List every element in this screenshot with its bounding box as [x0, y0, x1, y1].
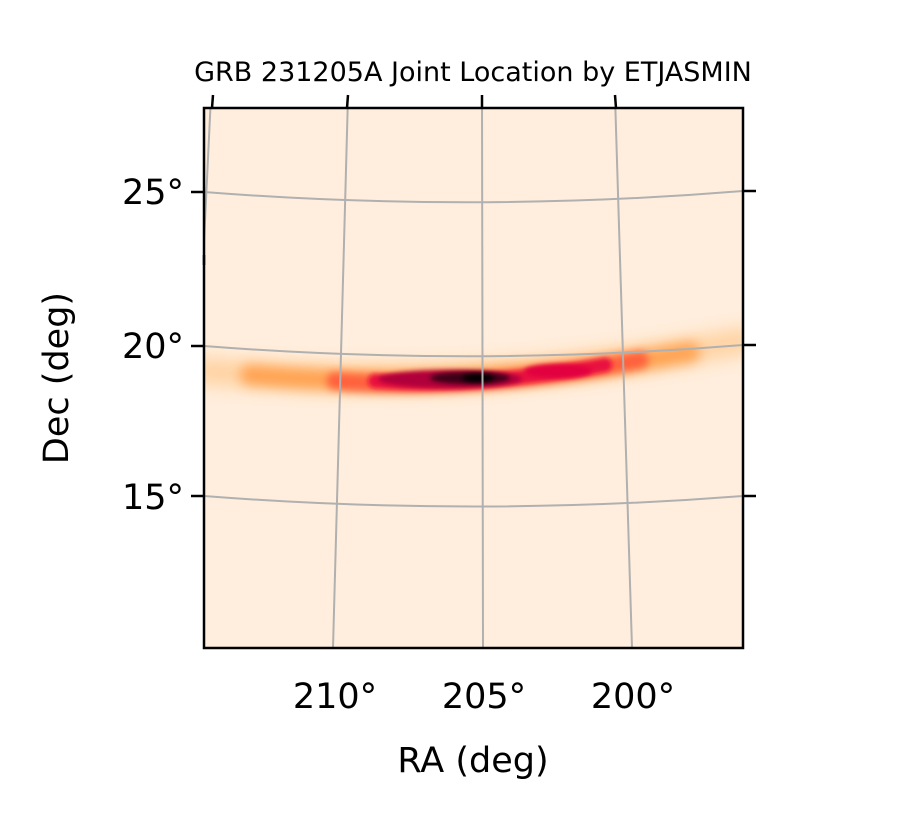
top-tick-200 — [613, 94, 618, 109]
probability-region — [204, 328, 743, 393]
axis-ticks — [191, 94, 756, 498]
ra-gridline-205 — [481, 108, 484, 648]
x-tick-label-200: 200° — [591, 677, 675, 717]
x-tick-label-210: 210° — [293, 677, 377, 717]
top-tick-210 — [345, 94, 350, 109]
plot-frame — [202, 106, 745, 650]
dec-gridline-15 — [204, 495, 743, 508]
y-axis-label: Dec (deg) — [37, 292, 77, 464]
y-tick-label-15: 15° — [122, 478, 184, 518]
plot-area — [202, 106, 745, 650]
dec-gridline-25 — [204, 190, 743, 204]
ra-gridline-210 — [332, 108, 349, 648]
y-tick-labels: 25° 20° 15° — [122, 173, 184, 518]
x-tick-label-205: 205° — [442, 677, 526, 717]
y-tick-label-20: 20° — [122, 327, 184, 367]
x-axis-label: RA (deg) — [397, 741, 548, 781]
y-tick-label-25: 25° — [122, 173, 184, 213]
ra-gridline-200 — [614, 108, 633, 648]
x-tick-labels: 210° 205° 200° — [293, 677, 675, 717]
chart-title: GRB 231205A Joint Location by ETJASMIN — [194, 57, 752, 88]
secondary-peak — [524, 364, 592, 378]
top-tick-215 — [210, 94, 215, 109]
dec-gridline-20 — [204, 344, 743, 358]
peak-core-black — [462, 374, 494, 382]
